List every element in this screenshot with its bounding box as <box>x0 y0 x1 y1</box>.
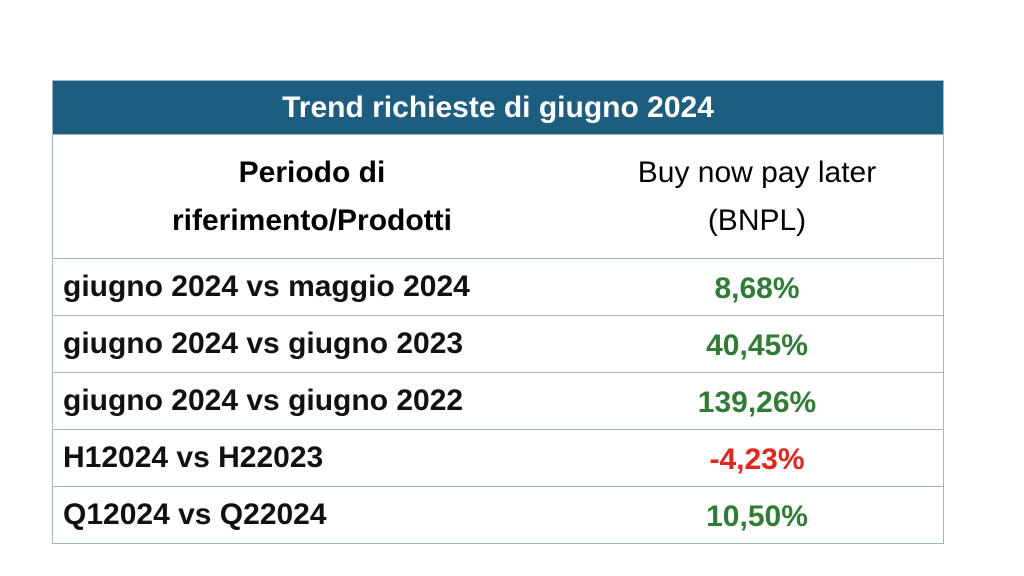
period-cell: Q12024 vs Q22024 <box>52 486 571 544</box>
value-cell: 139,26% <box>571 372 944 430</box>
value-cell: 8,68% <box>571 258 944 316</box>
data-row: giugno 2024 vs giugno 2023 40,45% <box>52 315 944 373</box>
period-cell: H12024 vs H22023 <box>52 429 571 487</box>
header-row: Periodo di riferimento/Prodotti Buy now … <box>52 134 944 259</box>
value-cell: -4,23% <box>571 429 944 487</box>
header-cell: Buy now pay later (BNPL) <box>571 134 944 259</box>
table-title: Trend richieste di giugno 2024 <box>52 80 944 135</box>
period-cell: giugno 2024 vs giugno 2022 <box>52 372 571 430</box>
data-table: Trend richieste di giugno 2024 Periodo d… <box>52 80 944 544</box>
data-row: giugno 2024 vs maggio 2024 8,68% <box>52 258 944 316</box>
period-cell: giugno 2024 vs maggio 2024 <box>52 258 571 316</box>
value-cell: 10,50% <box>571 486 944 544</box>
title-row: Trend richieste di giugno 2024 <box>52 80 944 135</box>
data-row: giugno 2024 vs giugno 2022 139,26% <box>52 372 944 430</box>
period-cell: giugno 2024 vs giugno 2023 <box>52 315 571 373</box>
header-text: Buy now pay later (BNPL) <box>637 155 877 237</box>
data-row: Q12024 vs Q22024 10,50% <box>52 486 944 544</box>
header-text: Periodo di riferimento/Prodotti <box>171 155 452 237</box>
value-cell: 40,45% <box>571 315 944 373</box>
header-cell: Periodo di riferimento/Prodotti <box>52 134 571 259</box>
data-row: H12024 vs H22023 -4,23% <box>52 429 944 487</box>
